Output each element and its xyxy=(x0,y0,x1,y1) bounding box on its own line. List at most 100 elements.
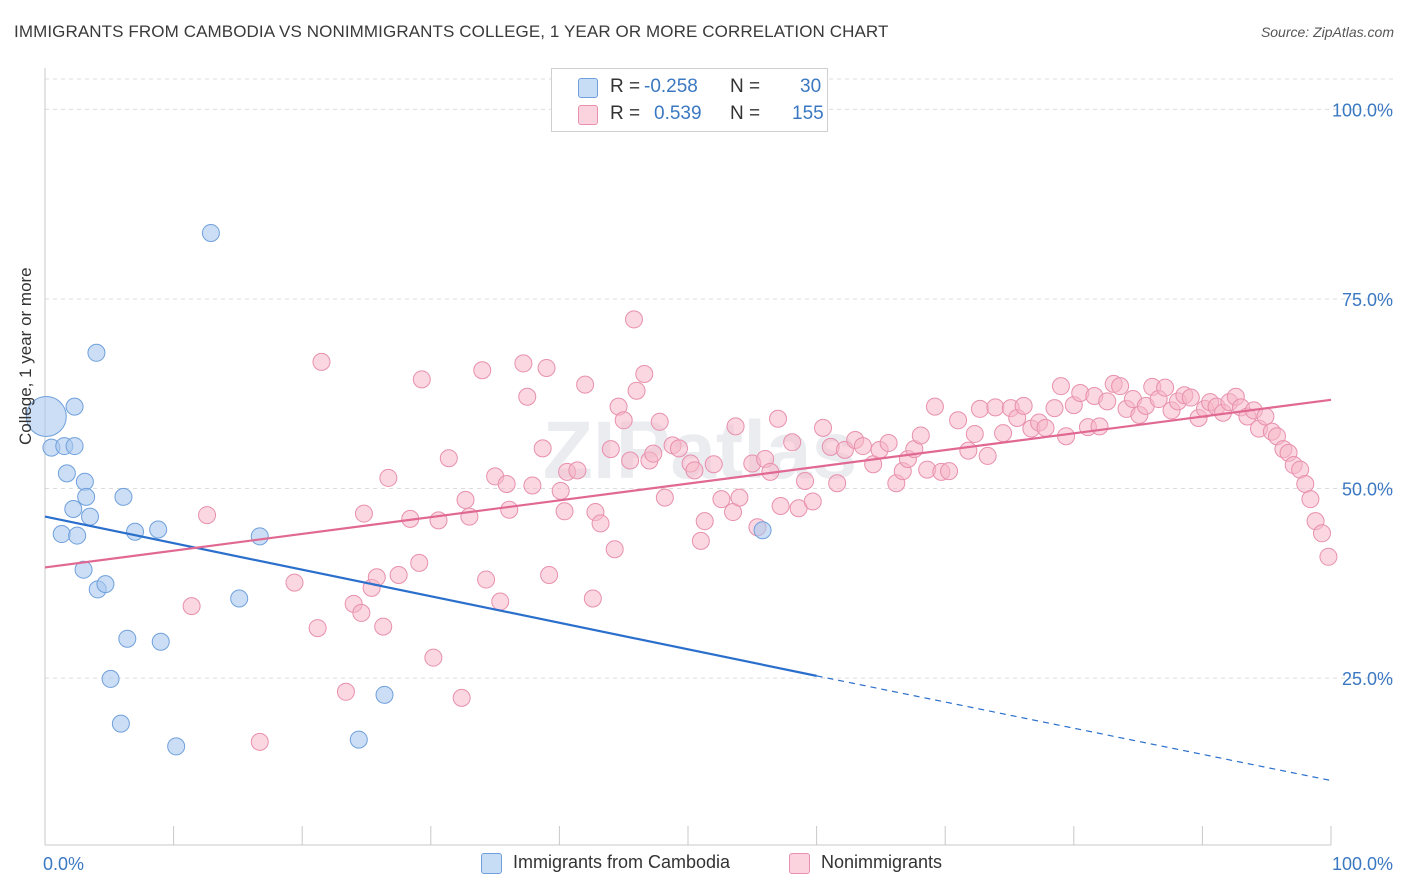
cambodia-trendline-extension xyxy=(816,675,1332,782)
nonimmigrant-point xyxy=(576,375,595,394)
cambodia-point xyxy=(25,395,67,437)
cambodia-point xyxy=(753,521,772,540)
nonimmigrant-point xyxy=(312,352,331,371)
nonimmigrant-point xyxy=(627,381,646,400)
cambodia-point xyxy=(74,560,93,579)
nonimmigrant-point xyxy=(568,461,587,480)
legend-swatch-pink xyxy=(578,105,598,125)
cambodia-point xyxy=(52,525,71,544)
nonimmigrant-point xyxy=(477,570,496,589)
nonimmigrant-point xyxy=(410,553,429,572)
nonimmigrant-point xyxy=(336,682,355,701)
legend-r-value: -0.258 xyxy=(644,76,698,97)
nonimmigrant-point xyxy=(879,434,898,453)
nonimmigrant-point xyxy=(1111,377,1130,396)
cambodia-point xyxy=(151,632,170,651)
trendlines xyxy=(44,398,1332,782)
source-credit: Source: ZipAtlas.com xyxy=(1260,24,1394,40)
nonimmigrant-point xyxy=(730,488,749,507)
nonimmigrant-point xyxy=(1036,418,1055,437)
nonimmigrant-point xyxy=(1051,377,1070,396)
nonimmigrant-point xyxy=(523,476,542,495)
nonimmigrant-point xyxy=(439,449,458,468)
nonimmigrant-point xyxy=(712,490,731,509)
y-tick-label: 25.0% xyxy=(1342,669,1393,689)
nonimmigrant-point xyxy=(412,370,431,389)
cambodia-point xyxy=(81,507,100,526)
nonimmigrant-point xyxy=(491,592,510,611)
legend-n-value: 155 xyxy=(792,103,824,124)
nonimmigrant-point xyxy=(704,455,723,474)
bottom-legend-swatch-pink xyxy=(789,853,810,874)
cambodia-point xyxy=(250,527,269,546)
cambodia-point xyxy=(57,464,76,483)
nonimmigrant-point xyxy=(250,732,269,751)
nonimmigrant-point xyxy=(583,589,602,608)
cambodia-point xyxy=(65,397,84,416)
nonimmigrant-point xyxy=(1090,417,1109,436)
legend-n-value: 30 xyxy=(800,76,822,97)
nonimmigrant-point xyxy=(940,462,959,481)
cambodia-point xyxy=(101,669,120,688)
nonimmigrant-point xyxy=(769,409,788,428)
nonimmigrant-point xyxy=(500,500,519,519)
nonimmigrant-point xyxy=(518,387,537,406)
nonimmigrant-point xyxy=(959,441,978,460)
nonimmigrant-point xyxy=(614,411,633,430)
tick-labels: 25.0% 50.0% 75.0% 100.0% 0.0% 100.0% xyxy=(43,100,1393,874)
nonimmigrant-point xyxy=(555,502,574,521)
cambodia-point xyxy=(114,487,133,506)
nonimmigrant-point xyxy=(911,426,930,445)
nonimmigrant-point xyxy=(796,471,815,490)
nonimmigrant-point xyxy=(828,474,847,493)
nonimmigrant-point xyxy=(695,512,714,531)
cambodia-point xyxy=(167,737,186,756)
nonimmigrant-point xyxy=(685,461,704,480)
nonimmigrant-point xyxy=(537,358,556,377)
nonimmigrant-point xyxy=(635,365,654,384)
nonimmigrant-point xyxy=(198,506,217,525)
nonimmigrant-point xyxy=(533,439,552,458)
legend-r-label: R = xyxy=(610,76,641,97)
legend-n-label: N = xyxy=(730,76,761,97)
nonimmigrant-point xyxy=(925,397,944,416)
nonimmigrant-point xyxy=(965,424,984,443)
nonimmigrant-trendline xyxy=(44,398,1332,569)
nonimmigrant-point xyxy=(978,446,997,465)
nonimmigrant-point xyxy=(1014,396,1033,415)
cambodia-point xyxy=(230,589,249,608)
nonimmigrant-point xyxy=(803,492,822,511)
cambodia-point xyxy=(77,487,96,506)
cambodia-point xyxy=(201,223,220,242)
nonimmigrant-point xyxy=(379,468,398,487)
nonimmigrant-point xyxy=(1156,378,1175,397)
nonimmigrant-point xyxy=(308,619,327,638)
cambodia-point xyxy=(87,343,106,362)
nonimmigrant-point xyxy=(650,412,669,431)
bottom-legend-swatch-blue xyxy=(481,853,502,874)
cambodia-point xyxy=(96,575,115,594)
nonimmigrant-point xyxy=(949,411,968,430)
nonimmigrant-point xyxy=(354,504,373,523)
nonimmigrant-point xyxy=(624,310,643,329)
legend-swatch-blue xyxy=(578,78,598,98)
bottom-legend-label: Immigrants from Cambodia xyxy=(513,852,731,872)
cambodia-point xyxy=(118,629,137,648)
nonimmigrant-point xyxy=(783,433,802,452)
nonimmigrants-points xyxy=(182,310,1338,751)
cambodia-point xyxy=(68,526,87,545)
nonimmigrant-point xyxy=(986,398,1005,417)
nonimmigrant-point xyxy=(814,418,833,437)
nonimmigrant-point xyxy=(352,603,371,622)
cambodia-point xyxy=(65,437,84,456)
legend-r-value: 0.539 xyxy=(654,103,702,124)
chart-title: IMMIGRANTS FROM CAMBODIA VS NONIMMIGRANT… xyxy=(14,22,889,41)
y-tick-label: 75.0% xyxy=(1342,290,1393,310)
nonimmigrant-point xyxy=(497,474,516,493)
nonimmigrant-point xyxy=(540,566,559,585)
nonimmigrant-point xyxy=(591,514,610,533)
nonimmigrant-point xyxy=(1181,388,1200,407)
nonimmigrant-point xyxy=(456,490,475,509)
nonimmigrant-point xyxy=(1256,407,1275,426)
